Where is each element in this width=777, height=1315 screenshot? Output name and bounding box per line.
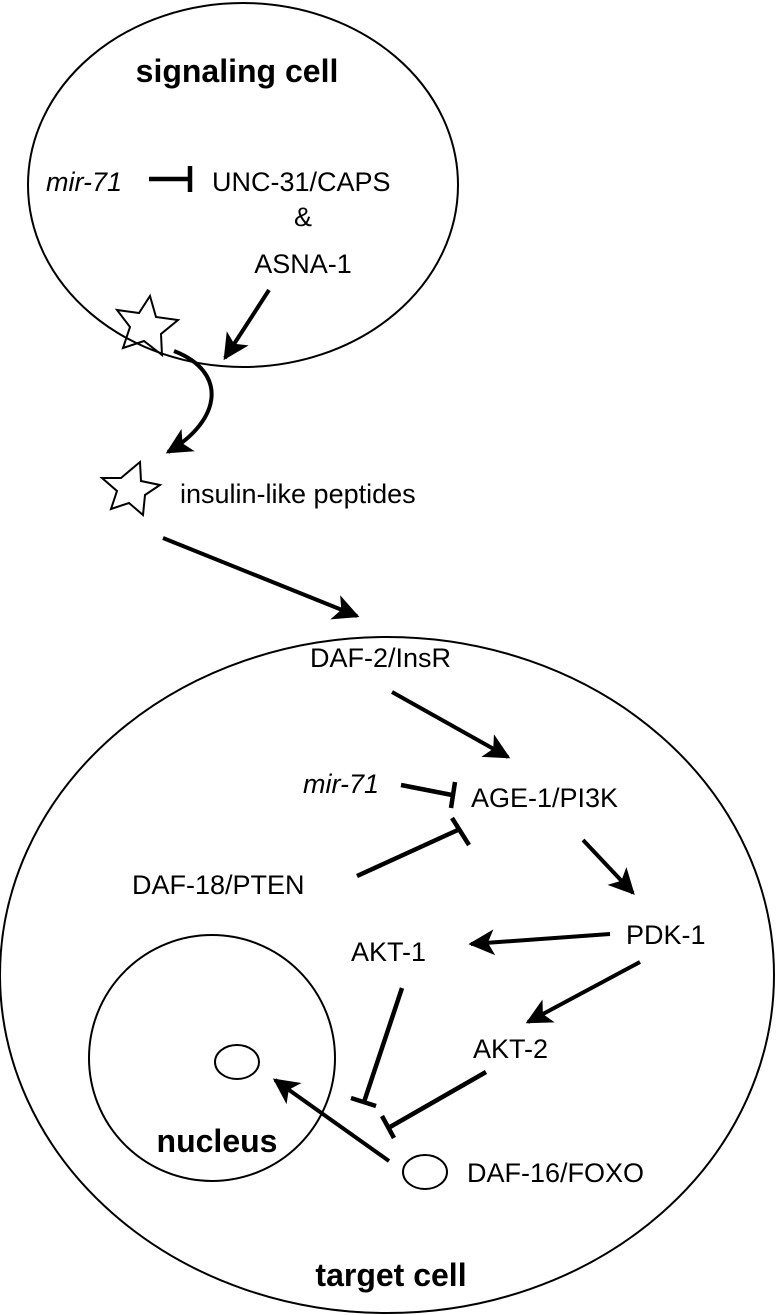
ellipse-icon-daf16 bbox=[402, 1154, 448, 1190]
daf2-to-age1-edge bbox=[391, 690, 511, 759]
daf16-to-nucleus-edge bbox=[272, 1078, 391, 1163]
age1-to-pdk1-edge bbox=[581, 838, 635, 895]
asna1-label: ASNA-1 bbox=[254, 249, 352, 279]
signaling-cell-title: signaling cell bbox=[136, 53, 339, 89]
asna1-to-release-edge bbox=[223, 288, 271, 361]
peptides-to-daf2-edge bbox=[162, 536, 360, 620]
daf18-label: DAF-18/PTEN bbox=[132, 870, 305, 900]
age1-label: AGE-1/PI3K bbox=[471, 783, 618, 813]
pdk1-to-akt2-edge bbox=[525, 960, 641, 1024]
akt1-inhibits-daf16-edge bbox=[361, 987, 405, 1103]
star-icon-peptide bbox=[99, 459, 163, 518]
pdk1-to-akt1-edge bbox=[468, 929, 611, 956]
pdk1-label: PDK-1 bbox=[626, 920, 706, 950]
target-cell-title: target cell bbox=[315, 1257, 466, 1293]
signaling-cell-outline bbox=[27, 2, 459, 368]
daf18-inhibits-age1-bar bbox=[450, 816, 471, 847]
akt2-inhibits-daf16-edge bbox=[388, 1070, 488, 1129]
mir71-target-label: mir-71 bbox=[303, 769, 379, 799]
mir71-inhibits-age1-bar bbox=[448, 781, 458, 809]
akt1-label: AKT-1 bbox=[351, 937, 426, 967]
star-icon-vesicle bbox=[114, 293, 181, 358]
akt2-inhibits-daf16-bar bbox=[380, 1114, 396, 1140]
ampersand-label: & bbox=[294, 202, 312, 232]
nucleus-label: nucleus bbox=[157, 1123, 278, 1159]
nucleus-outline bbox=[88, 934, 336, 1182]
ellipse-icon-daf16-nuclear bbox=[214, 1044, 260, 1080]
unc31-label: UNC-31/CAPS bbox=[212, 167, 391, 197]
mir71-inhibits-age1-edge bbox=[400, 782, 453, 798]
daf18-inhibits-age1-edge bbox=[356, 826, 461, 879]
akt1-inhibits-daf16-bar bbox=[350, 1095, 377, 1109]
daf16-label: DAF-16/FOXO bbox=[467, 1158, 644, 1188]
target-cell-outline bbox=[0, 636, 775, 1314]
daf2-label: DAF-2/InsR bbox=[310, 643, 451, 673]
mir71-signaling-label: mir-71 bbox=[46, 167, 122, 197]
peptide-release-edge bbox=[165, 349, 214, 454]
akt2-label: AKT-2 bbox=[473, 1034, 548, 1064]
insulin-like-peptides-label: insulin-like peptides bbox=[180, 479, 416, 509]
